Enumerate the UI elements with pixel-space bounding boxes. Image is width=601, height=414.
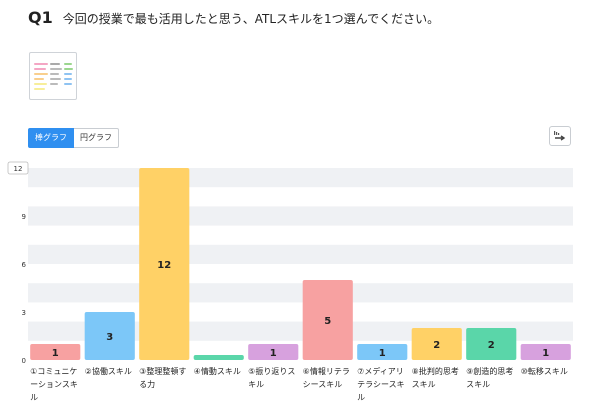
grid-band [28, 206, 573, 226]
question-header: Q1 今回の授業で最も活用したと思う、ATLスキルを1つ選んでください。 [28, 8, 439, 27]
category-label: ⑧批判的思考スキル [412, 366, 459, 389]
bar-value-label: 1 [542, 348, 549, 359]
grid-band [28, 283, 573, 303]
category-label: ⑤振り返りスキル [248, 366, 295, 389]
bar-chart: 0 3 6 9 12 1 ①コミュニケーションスキル 3 ②協働スキル 12 ③整理整頓する力 ④情動… [0, 160, 601, 410]
bar [84, 312, 135, 360]
bar [139, 168, 190, 360]
bar [520, 344, 571, 360]
y-tick-label: 9 [22, 213, 26, 221]
chart-type-toggle: 棒グラフ 円グラフ [28, 128, 119, 148]
bar [248, 344, 299, 360]
bar-value-label: 12 [157, 260, 171, 271]
bar [302, 280, 353, 360]
category-label: ④情動スキル [194, 366, 241, 376]
y-tick-label: 3 [22, 309, 26, 317]
category-label: ⑦メディアリテラシースキル [357, 366, 404, 402]
bar-value-label: 1 [270, 348, 277, 359]
bar-value-label: 2 [433, 340, 440, 351]
bar [466, 328, 517, 360]
grid-band [28, 244, 573, 264]
export-button[interactable] [549, 126, 571, 146]
bar-value-label: 1 [379, 348, 386, 359]
y-tick-label: 0 [22, 357, 26, 365]
bar-chart-button[interactable]: 棒グラフ [28, 128, 74, 148]
bar-value-label: 5 [324, 316, 331, 327]
category-label: ③整理整頓する力 [139, 366, 186, 389]
category-label: ①コミュニケーションスキル [30, 367, 78, 402]
grid-band [28, 168, 573, 188]
category-label: ⑩転移スキル [521, 366, 568, 376]
y-tick-label: 6 [22, 261, 27, 269]
bar [30, 344, 81, 360]
download-icon [554, 131, 566, 141]
question-text: 今回の授業で最も活用したと思う、ATLスキルを1つ選んでください。 [62, 12, 440, 26]
category-label: ②協働スキル [85, 366, 132, 376]
pie-chart-button[interactable]: 円グラフ [74, 128, 119, 148]
category-label: ⑨創造的思考スキル [466, 366, 513, 389]
y-tick-label: 12 [14, 165, 23, 173]
bar [193, 355, 244, 360]
bar [411, 328, 462, 360]
attachment-thumbnail[interactable] [29, 52, 77, 100]
question-number: Q1 [28, 8, 53, 27]
bar-value-label: 2 [488, 340, 495, 351]
category-label: ⑥情報リテラシースキル [303, 366, 350, 389]
bar-value-label: 3 [106, 332, 113, 343]
bar [357, 344, 408, 360]
y-max-tick-box [7, 161, 29, 175]
bar-value-label: 1 [52, 348, 59, 359]
bar-chart-svg: 0369121①コミュニケーションスキル3②協働スキル12③整理整頓する力④情動… [7, 161, 573, 402]
